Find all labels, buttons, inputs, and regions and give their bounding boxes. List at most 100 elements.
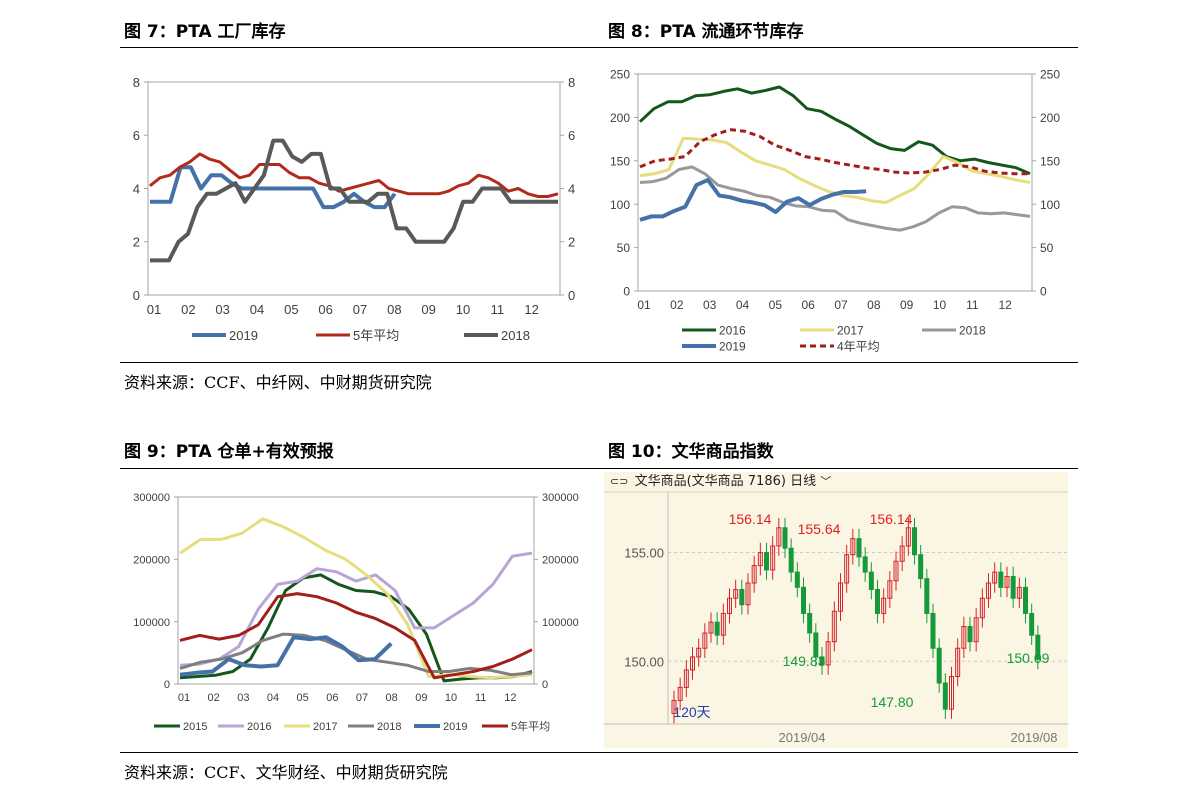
fig10-candle-body (708, 621, 714, 634)
chevron-down-icon[interactable]: ﹀ (820, 475, 832, 488)
fig8-legend-label-4年平均: 4年平均 (837, 340, 880, 354)
fig7-caption: 图 7：PTA 工厂库存 (124, 22, 286, 42)
fig10-annotation: 147.80 (871, 694, 914, 710)
fig10-candle-body (850, 538, 856, 556)
fig8-series-2016 (638, 85, 1031, 176)
wenhua-commodity-panel: ⊂⊃ 文华商品(文华商品 7186) 日线 ﹀ 155.00 150.00 2019… (604, 472, 1068, 748)
fig9-ytick-left: 300000 (133, 492, 170, 504)
chart-wenhua-candles: 155.00 150.00 2019/04 2019/08 156.14 155.64 15… (604, 491, 1068, 745)
fig8-ytick-left: 50 (617, 241, 631, 255)
fig10-candle-body (751, 565, 757, 584)
fig7-xtick: 09 (421, 302, 435, 317)
fig10-candle-body (727, 597, 732, 614)
fig10-candle-body (764, 552, 769, 571)
fig8-ytick-right: 100 (1040, 198, 1060, 212)
fig7-xtick: 07 (353, 302, 367, 317)
fig10-candle-body (961, 625, 967, 649)
fig10-candle-body (949, 676, 954, 710)
fig10-candle-body (831, 610, 837, 643)
fig10-candle-body (899, 545, 905, 562)
fig10-annotation: 149.83 (783, 653, 826, 669)
fig10-candle-body (1010, 575, 1016, 599)
fig10-candle-body (1023, 586, 1028, 614)
fig9-xtick: 05 (297, 692, 309, 704)
fig8-ytick-right: 150 (1040, 154, 1060, 168)
fig9-xtick: 10 (445, 692, 457, 704)
fig10-candle-body (788, 547, 794, 573)
fig10-xtick: 2019/04 (779, 730, 826, 745)
fig9-xtick: 01 (178, 692, 190, 704)
fig8-xtick: 09 (900, 298, 914, 312)
fig9-xtick: 08 (386, 692, 398, 704)
fig9-xtick: 03 (237, 692, 249, 704)
fig8-ytick-left: 150 (610, 154, 630, 168)
fig9-ytick-left: 0 (164, 679, 170, 691)
fig9-legend-label-2017: 2017 (313, 721, 337, 733)
fig7-xtick: 05 (284, 302, 298, 317)
fig10-candle-body (967, 625, 973, 643)
fig8-xtick: 07 (834, 298, 848, 312)
fig7-ytick-left: 8 (133, 75, 140, 90)
fig7-xtick: 08 (387, 302, 401, 317)
fig7-xtick: 10 (456, 302, 470, 317)
fig10-candle-body (813, 632, 819, 658)
fig7-ytick-right: 6 (568, 128, 575, 143)
fig10-candle-body (714, 621, 720, 636)
fig10-candle-body (745, 582, 751, 606)
fig8-series-2018 (639, 165, 1031, 232)
fig8-xtick: 08 (867, 298, 881, 312)
fig9-ytick-right: 300000 (542, 492, 579, 504)
fig8-xtick: 05 (769, 298, 783, 312)
fig8-xtick: 03 (703, 298, 717, 312)
fig8-xtick: 04 (736, 298, 750, 312)
fig10-candle-body (776, 527, 782, 547)
fig8-caption: 图 8：PTA 流通环节库存 (608, 22, 804, 42)
fig8-xtick: 02 (670, 298, 684, 312)
fig10-annotation: 155.64 (798, 521, 841, 537)
fig7-xtick: 02 (181, 302, 195, 317)
fig10-candle-body (875, 589, 880, 614)
fig10-candle-body (1035, 634, 1041, 660)
fig10-candle-body (782, 527, 788, 549)
fig9-ytick-right: 200000 (542, 555, 579, 567)
fig7-ytick-left: 0 (133, 288, 140, 303)
fig8-plot-frame (637, 73, 1033, 292)
fig10-candle-body (757, 552, 763, 567)
fig10-candle-body (677, 686, 683, 701)
fig10-candle-body (918, 554, 924, 580)
fig8-legend-label-2018: 2018 (959, 324, 986, 338)
fig7-xtick: 03 (215, 302, 229, 317)
fig10-candle-body (912, 527, 917, 556)
fig8-ytick-right: 200 (1040, 111, 1060, 125)
fig10-candle-body (702, 632, 708, 649)
fig8-xtick: 11 (966, 298, 979, 312)
fig10-candle-body (979, 597, 985, 619)
fig7-ytick-left: 2 (133, 235, 140, 250)
fig7-xtick: 12 (524, 302, 538, 317)
fig10-candle-body (881, 597, 887, 614)
fig9-caption: 图 9：PTA 仓单+有效预报 (124, 442, 334, 462)
fig7-xtick: 04 (250, 302, 264, 317)
fig10-candle-body (1029, 612, 1035, 636)
fig10-candle-body (936, 647, 942, 684)
fig9-ytick-left: 100000 (133, 617, 170, 629)
fig10-caption: 图 10：文华商品指数 (608, 442, 774, 462)
fig8-series-4年平均 (639, 128, 1030, 176)
fig10-candle-body (733, 589, 739, 599)
fig9-legend-label-2016: 2016 (247, 721, 271, 733)
fig10-candle-body (807, 612, 813, 634)
link-icon: ⊂⊃ (610, 475, 629, 488)
fig10-candle-body (955, 647, 961, 678)
fig9-xtick: 04 (267, 692, 279, 704)
fig9-ytick-right: 100000 (542, 617, 579, 629)
fig7-series-2019 (150, 165, 397, 210)
fig10-candle-body (942, 682, 948, 710)
fig9-series-2015 (179, 573, 533, 683)
fig8-ytick-left: 200 (610, 111, 630, 125)
fig8-legend-label-2016: 2016 (719, 324, 746, 338)
wenhua-header-text[interactable]: 文华商品(文华商品 7186) 日线 (634, 474, 817, 489)
fig7-ytick-right: 2 (568, 235, 575, 250)
fig9-xtick: 11 (475, 692, 486, 704)
fig7-legend-label-2018: 2018 (501, 328, 530, 343)
